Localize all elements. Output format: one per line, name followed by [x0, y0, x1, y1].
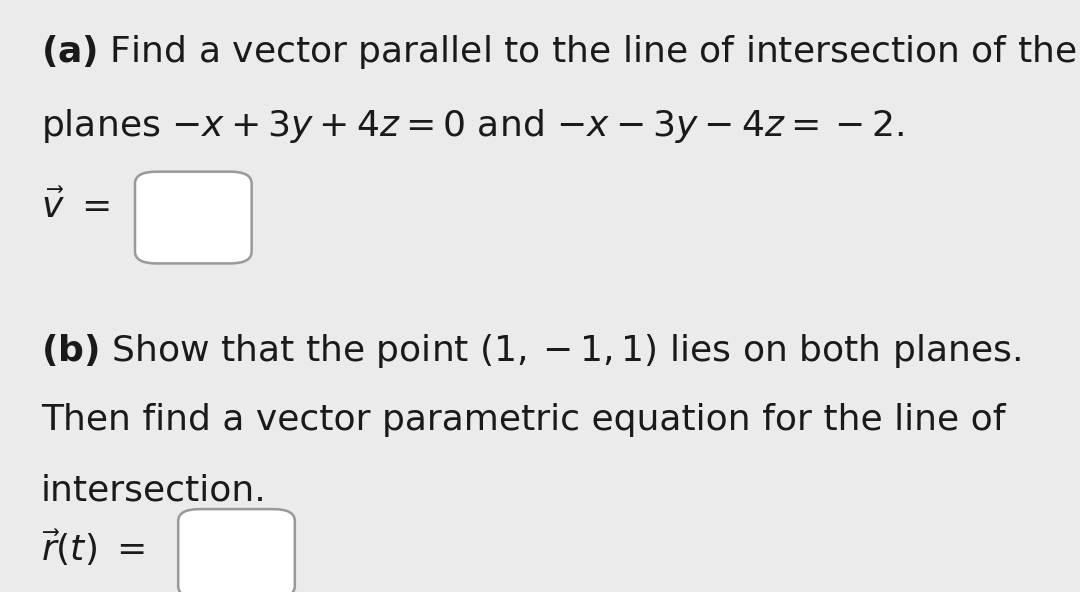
Text: $\vec{v}\ =$: $\vec{v}\ =$: [41, 189, 110, 226]
FancyBboxPatch shape: [135, 172, 252, 263]
Text: planes $-x + 3y + 4z = 0$ and $-x - 3y - 4z = -2.$: planes $-x + 3y + 4z = 0$ and $-x - 3y -…: [41, 107, 904, 144]
Text: $\mathbf{(b)}$ Show that the point $(1, -1, 1)$ lies on both planes.: $\mathbf{(b)}$ Show that the point $(1, …: [41, 332, 1021, 369]
Text: intersection.: intersection.: [41, 474, 267, 507]
Text: $\mathbf{(a)}$ Find a vector parallel to the line of intersection of the: $\mathbf{(a)}$ Find a vector parallel to…: [41, 33, 1077, 70]
FancyBboxPatch shape: [178, 509, 295, 592]
Text: $\vec{r}(t)\ =$: $\vec{r}(t)\ =$: [41, 527, 146, 568]
Text: Then find a vector parametric equation for the line of: Then find a vector parametric equation f…: [41, 403, 1005, 436]
